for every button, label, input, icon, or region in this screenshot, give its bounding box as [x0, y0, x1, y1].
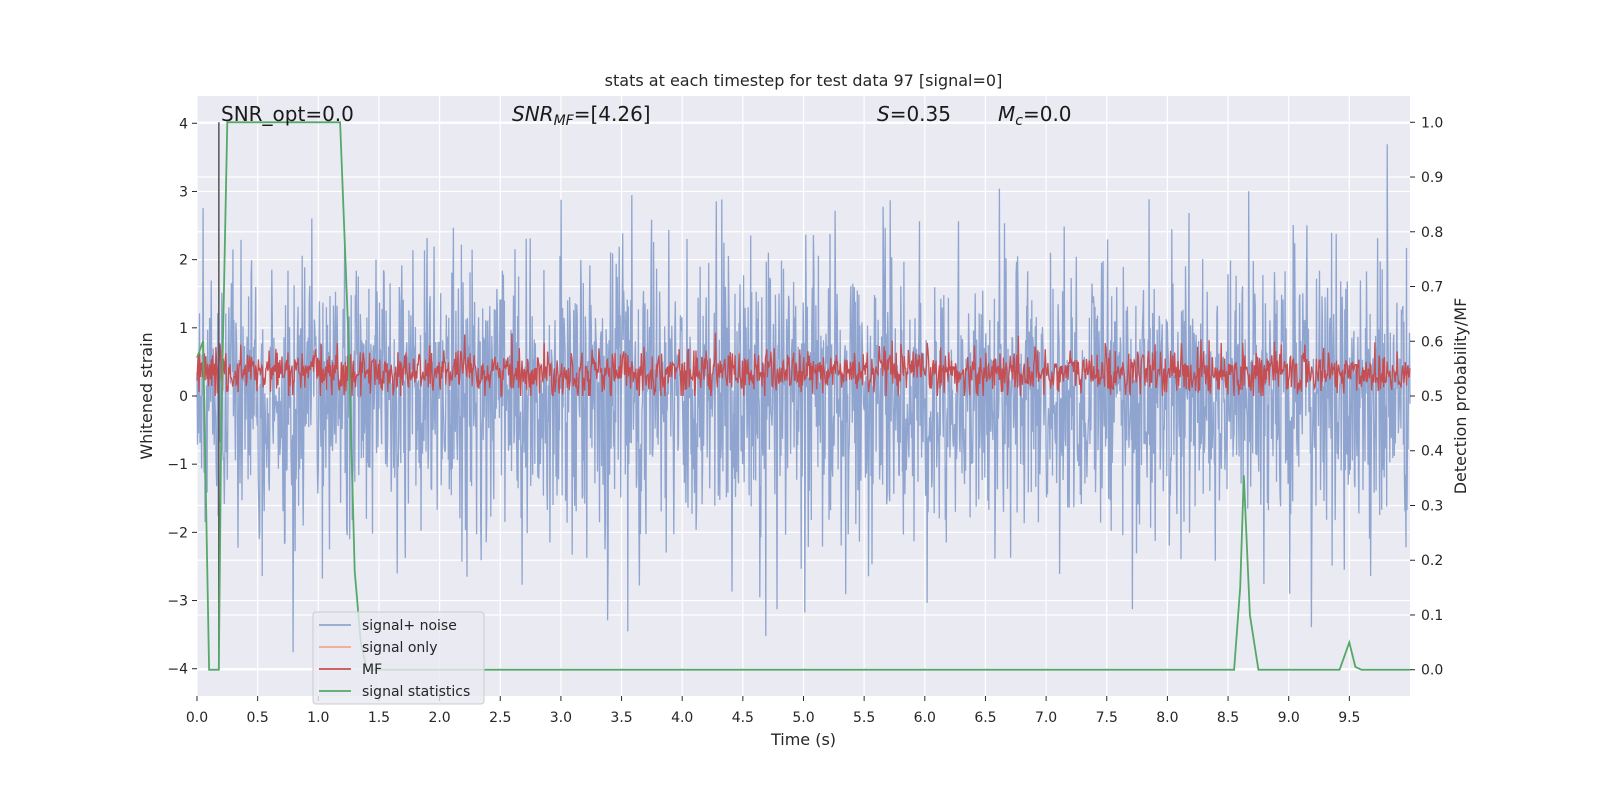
legend-label: signal statistics: [362, 684, 470, 700]
annotation-snr-mf-value: =[4.26]: [574, 102, 651, 126]
x-tick-label: 6.0: [914, 710, 936, 726]
y2-ticks: 0.0 0.1 0.2 0.3 0.4 0.5 0.6 0.7 0.8 0.9 1.0: [1410, 115, 1443, 679]
legend-label: MF: [362, 662, 382, 678]
y2-tick-label: 0.9: [1421, 170, 1443, 186]
annotation-s: S=0.35: [877, 102, 951, 126]
x-tick-label: 1.0: [307, 710, 329, 726]
y-tick-label: −1: [167, 457, 188, 473]
y2-tick-label: 0.4: [1421, 444, 1443, 460]
x-tick-label: 5.5: [853, 710, 875, 726]
x-tick-label: 0.0: [186, 710, 208, 726]
x-tick-label: 3.5: [610, 710, 632, 726]
annotation-snr-mf: SNRMF=[4.26]: [512, 102, 651, 129]
y-ticks: −4 −3 −2 −1 0 1 2 3 4: [167, 116, 197, 678]
annotation-mc: Mc=0.0: [998, 102, 1072, 129]
x-tick-label: 3.0: [550, 710, 572, 726]
series-line-mf: [196, 332, 1411, 397]
series-line-signal-noise: [196, 144, 1411, 653]
y-tick-label: −3: [167, 594, 188, 610]
y-tick-label: 1: [179, 321, 188, 337]
y-tick-label: −4: [167, 662, 188, 678]
x-tick-label: 9.5: [1338, 710, 1360, 726]
annotation-mc-subscript: c: [1015, 113, 1023, 129]
x-tick-label: 8.0: [1156, 710, 1178, 726]
x-tick-label: 8.5: [1217, 710, 1239, 726]
x-tick-label: 2.0: [428, 710, 450, 726]
y-axis-label: Whitened strain: [137, 332, 156, 459]
y2-tick-label: 0.1: [1421, 608, 1443, 624]
x-tick-label: 7.0: [1035, 710, 1057, 726]
y2-tick-label: 1.0: [1421, 115, 1443, 131]
x-tick-label: 2.5: [489, 710, 511, 726]
y2-tick-label: 0.0: [1421, 663, 1443, 679]
y2-tick-label: 0.5: [1421, 389, 1443, 405]
y2-tick-label: 0.2: [1421, 553, 1443, 569]
y-tick-label: 2: [179, 253, 188, 269]
legend-label: signal+ noise: [362, 618, 457, 634]
x-tick-label: 4.5: [732, 710, 754, 726]
x-tick-label: 7.5: [1096, 710, 1118, 726]
y-tick-label: −2: [167, 525, 188, 541]
y2-tick-label: 0.7: [1421, 280, 1443, 296]
x-axis-label: Time (s): [770, 730, 836, 749]
x-tick-label: 9.0: [1278, 710, 1300, 726]
annotations: SNR_opt=0.0 SNRMF=[4.26] S=0.35 Mc=0.0: [221, 102, 1072, 129]
legend-label: signal only: [362, 640, 437, 656]
x-tick-label: 6.5: [974, 710, 996, 726]
y2-tick-label: 0.6: [1421, 334, 1443, 350]
annotation-s-symbol: S: [877, 102, 890, 126]
y2-axis-label: Detection probability/MF: [1451, 298, 1470, 495]
y2-tick-label: 0.3: [1421, 498, 1443, 514]
x-tick-label: 1.5: [368, 710, 390, 726]
annotation-snr-opt: SNR_opt=0.0: [221, 102, 354, 126]
legend-items: signal+ noise signal only MF signal statist…: [319, 618, 470, 700]
x-ticks: 0.0 0.5 1.0 1.5 2.0 2.5 3.0 3.5 4.0 4.5 5.0 5.5 6.0 6…: [186, 696, 1360, 726]
y-tick-label: 3: [179, 184, 188, 200]
legend: signal+ noise signal only MF signal statist…: [312, 611, 485, 705]
annotation-mc-value: =0.0: [1023, 102, 1072, 126]
annotation-mc-symbol: M: [998, 102, 1015, 126]
annotation-snr-mf-symbol: SNR: [512, 102, 554, 126]
y2-tick-label: 0.8: [1421, 225, 1443, 241]
x-tick-label: 5.0: [792, 710, 814, 726]
annotation-snr-mf-subscript: MF: [554, 113, 575, 129]
y-tick-label: 0: [179, 389, 188, 405]
legend-box: [312, 611, 485, 705]
x-tick-label: 0.5: [247, 710, 269, 726]
chart-title: stats at each timestep for test data 97 …: [605, 71, 1003, 90]
y-tick-label: 4: [179, 116, 188, 132]
annotation-s-value: =0.35: [890, 102, 951, 126]
x-tick-label: 4.0: [671, 710, 693, 726]
